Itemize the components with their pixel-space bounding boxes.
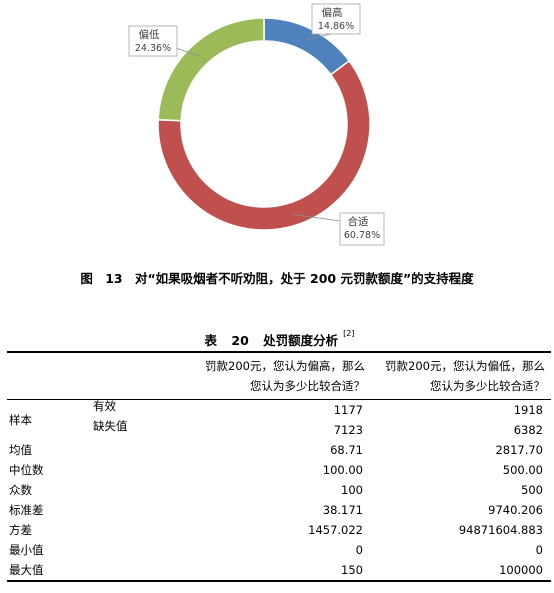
table-row: 方差 1457.022 94871604.883	[7, 520, 551, 540]
leader-line-2	[175, 47, 199, 57]
table-header-row: 罚款200元，您认为偏高，那么 您认为多少比较合适？ 罚款200元，您认为偏低，…	[7, 351, 551, 400]
cell-value-high: 100	[341, 483, 363, 497]
table-row: 均值 68.71 2817.70	[7, 440, 551, 460]
row-sublabel	[93, 476, 193, 496]
table-row: 众数 100 500	[7, 480, 551, 500]
row-sublabel: 缺失值	[93, 419, 128, 433]
slice-label-2: 偏低	[139, 28, 160, 41]
cell-value-low: 6382	[513, 423, 543, 437]
row-sublabel	[93, 516, 193, 536]
data-label-box-2	[128, 25, 178, 57]
stats-table: 罚款200元，您认为偏高，那么 您认为多少比较合适？ 罚款200元，您认为偏低，…	[7, 351, 551, 582]
cell-value-low: 2817.70	[495, 443, 543, 457]
leader-line-1	[291, 213, 349, 223]
leader-line-0	[306, 33, 332, 41]
cell-value-high: 38.171	[322, 503, 363, 517]
row-label: 样本	[7, 409, 93, 430]
cell-value-high: 7123	[333, 423, 363, 437]
slice-value-1: 60.78%	[344, 230, 380, 241]
table-title: 表 20 处罚额度分析 [2]	[0, 329, 554, 349]
cell-value-low: 9740.206	[488, 503, 543, 517]
table-row: 标准差 38.171 9740.206	[7, 500, 551, 520]
donut-slice-2	[157, 17, 265, 122]
donut-chart: 偏高 14.86% 合适 60.78% 偏低 24.36%	[128, 3, 385, 246]
cell-value-low: 0	[535, 543, 543, 557]
cell-value-low: 1918	[371, 399, 551, 420]
row-label: 众数	[9, 483, 32, 497]
row-label: 中位数	[9, 463, 44, 477]
table-row: 中位数 100.00 500.00	[7, 460, 551, 480]
cell-value-low: 94871604.883	[458, 523, 543, 537]
slice-value-2: 24.36%	[135, 43, 171, 54]
data-label-box-1	[339, 212, 385, 246]
cell-value-high: 1177	[193, 399, 371, 420]
cell-value-high: 68.71	[330, 443, 363, 457]
slice-label-0: 偏高	[322, 6, 343, 19]
figure-number: 13	[105, 271, 123, 286]
table-row: 缺失值 7123 6382	[7, 419, 551, 440]
row-label: 最大值	[7, 560, 93, 582]
cell-value-high: 0	[355, 543, 363, 557]
figure-text: 对“如果吸烟者不听劝阻，处于 200 元罚款额度”的支持程度	[134, 271, 474, 286]
table-row: 最大值 150 100000	[7, 556, 551, 582]
column-header-high: 罚款200元，您认为偏高，那么 您认为多少比较合适？	[193, 351, 371, 400]
cell-value-low: 500.00	[502, 463, 543, 477]
cell-value-low: 100000	[371, 560, 551, 582]
row-sublabel	[93, 496, 193, 516]
table-title-prefix: 表	[204, 333, 218, 348]
cell-value-high: 150	[193, 560, 371, 582]
cell-value-high: 100.00	[322, 463, 363, 477]
data-label-box-0	[311, 3, 361, 35]
donut-slice-1	[157, 59, 371, 231]
row-sublabel	[93, 536, 193, 556]
row-sublabel	[93, 436, 193, 456]
table-title-text: 处罚额度分析	[263, 333, 339, 348]
cell-value-low: 500	[521, 483, 543, 497]
slice-label-1: 合适	[348, 215, 369, 228]
figure-caption: 图 13 对“如果吸烟者不听劝阻，处于 200 元罚款额度”的支持程度	[0, 268, 554, 287]
slice-value-0: 14.86%	[318, 21, 354, 32]
figure-prefix: 图	[80, 271, 93, 286]
row-sublabel	[93, 456, 193, 476]
row-label: 最小值	[9, 543, 44, 557]
row-label: 方差	[9, 523, 32, 537]
table-title-note: [2]	[343, 329, 355, 338]
column-header-low: 罚款200元，您认为偏低，那么 您认为多少比较合适？	[371, 351, 551, 400]
row-sublabel: 有效	[93, 395, 193, 416]
table-title-number: 20	[231, 333, 249, 348]
cell-value-high: 1457.022	[308, 523, 363, 537]
row-label: 标准差	[9, 503, 44, 517]
row-sublabel	[93, 556, 193, 578]
table-row: 样本 有效 1177 1918	[7, 395, 551, 430]
table-row: 最小值 0 0	[7, 540, 551, 560]
row-label: 均值	[9, 443, 32, 457]
